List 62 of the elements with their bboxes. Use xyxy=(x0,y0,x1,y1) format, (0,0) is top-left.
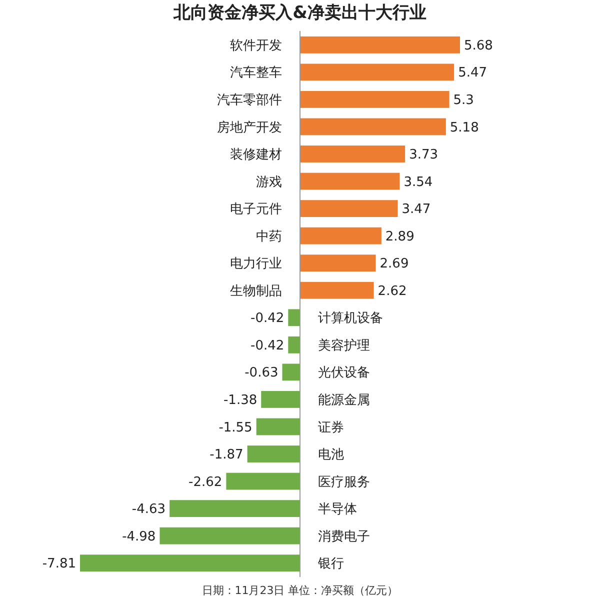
data-label: 3.47 xyxy=(402,202,431,218)
bar xyxy=(170,500,300,517)
bar xyxy=(288,336,300,354)
data-label: 5.68 xyxy=(464,38,493,54)
data-label: 3.73 xyxy=(409,148,438,163)
data-label: 3.54 xyxy=(404,174,433,190)
y-tick-label: 电子元件 xyxy=(230,202,282,218)
bar xyxy=(300,146,406,162)
bar xyxy=(300,282,374,299)
y-tick-label: 半导体 xyxy=(318,502,357,518)
y-tick-label: 证券 xyxy=(318,420,344,436)
bar xyxy=(300,227,382,244)
bar xyxy=(300,64,454,81)
bar xyxy=(288,309,300,326)
chart-title: 北向资金净买入&净卖出十大行业 xyxy=(172,3,426,23)
bar xyxy=(300,172,400,190)
bar xyxy=(300,91,450,108)
y-tick-label: 医疗服务 xyxy=(318,474,370,490)
bar xyxy=(160,527,300,544)
bar xyxy=(226,472,300,490)
bar xyxy=(300,36,460,54)
data-label: -4.98 xyxy=(122,529,156,544)
data-label: 5.18 xyxy=(450,120,479,136)
y-tick-label: 能源金属 xyxy=(318,393,370,408)
y-tick-label: 生物制品 xyxy=(230,284,282,299)
data-label: -4.63 xyxy=(132,502,166,518)
y-tick-label: 电力行业 xyxy=(230,256,282,272)
y-tick-label: 游戏 xyxy=(256,174,282,190)
data-label: -0.63 xyxy=(244,366,278,381)
data-label: 2.62 xyxy=(378,284,407,299)
y-tick-label: 中药 xyxy=(256,229,282,244)
y-tick-label: 银行 xyxy=(317,556,344,572)
data-label: -1.38 xyxy=(223,393,258,408)
data-label: 5.3 xyxy=(453,93,474,108)
y-tick-label: 房地产开发 xyxy=(217,119,282,136)
bar xyxy=(300,200,398,217)
data-label: -7.81 xyxy=(42,556,76,572)
data-label: -1.55 xyxy=(218,420,252,436)
data-label: -0.42 xyxy=(250,338,284,354)
y-tick-label: 装修建材 xyxy=(230,148,282,163)
bar xyxy=(256,418,300,436)
text: 日期：11月23日 单位：净买额（亿元） xyxy=(202,584,398,597)
bar xyxy=(300,254,376,272)
y-tick-label: 计算机设备 xyxy=(318,311,383,326)
bar xyxy=(282,364,300,381)
data-label: -0.42 xyxy=(250,311,284,326)
y-tick-label: 消费电子 xyxy=(318,529,370,544)
y-tick-label: 电池 xyxy=(318,448,344,463)
y-tick-label: 汽车零部件 xyxy=(217,93,282,108)
data-label: -1.87 xyxy=(210,448,244,463)
bar xyxy=(247,446,300,462)
bar xyxy=(80,554,300,572)
data-label: 5.47 xyxy=(458,66,488,81)
data-label: 2.69 xyxy=(380,256,409,272)
y-tick-label: 光伏设备 xyxy=(318,366,370,381)
y-tick-label: 软件开发 xyxy=(230,38,282,54)
data-label: 2.89 xyxy=(385,229,414,244)
bar xyxy=(261,391,300,408)
y-tick-label: 美容护理 xyxy=(318,337,370,354)
y-tick-label: 汽车整车 xyxy=(230,66,282,81)
data-label: -2.62 xyxy=(188,474,222,490)
bar xyxy=(300,118,446,136)
